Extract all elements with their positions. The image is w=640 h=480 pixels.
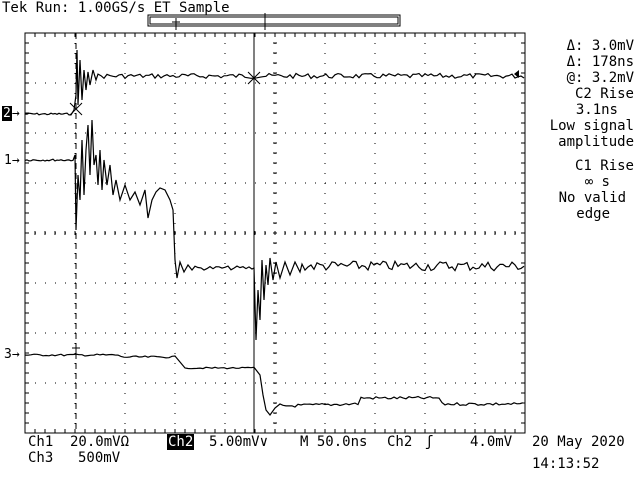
- ch3-label: Ch3: [28, 450, 54, 466]
- ch3-cursor-tick: [72, 345, 80, 356]
- ch2-label[interactable]: Ch2: [167, 434, 195, 450]
- c1-rise-value: ∞ s: [584, 174, 610, 190]
- time: 14:13:52: [532, 456, 600, 472]
- cursor-lines: [69, 33, 519, 433]
- c1-rise-title: C1 Rise: [574, 158, 634, 174]
- arrow-right-icon: →: [11, 347, 20, 362]
- acquisition-status: Tek Run: 1.00GS/s ET Sample: [2, 0, 230, 16]
- trigger-source: Ch2: [387, 434, 413, 450]
- ch1-waveform: [24, 119, 525, 341]
- c2-rise-note-line2: amplitude: [558, 134, 634, 150]
- trigger-slope-icon: ʃ: [425, 434, 434, 450]
- ch1-label: Ch1: [28, 434, 54, 450]
- waveform-traces: [24, 49, 525, 416]
- trigger-point-marker: [172, 18, 180, 30]
- date: 20 May 2020: [532, 434, 625, 450]
- c2-rise-title: C2 Rise: [574, 86, 634, 102]
- ch1-marker-label: 1: [4, 153, 12, 168]
- c2-rise-note-line1: Low signal: [549, 118, 634, 134]
- trigger-level-arrow-icon: [514, 70, 519, 78]
- trigger-level: 4.0mV: [470, 434, 513, 450]
- cursor-at-voltage: @: 3.2mV: [566, 70, 634, 86]
- ch2-marker-label: 2: [2, 106, 12, 121]
- record-view-window: [149, 16, 399, 25]
- cursor-delta-voltage: Δ: 3.0mV: [566, 38, 634, 54]
- c2-rise-value: 3.1ns: [575, 102, 618, 118]
- timebase: M 50.0ns: [300, 434, 368, 450]
- c1-rise-note-line2: edge: [576, 206, 610, 222]
- arrow-right-icon: →: [11, 153, 20, 168]
- ch1-scale: 20.0mVΩ: [70, 434, 130, 450]
- ch1-ground-marker[interactable]: 1→: [4, 154, 20, 168]
- ch3-marker-label: 3: [4, 347, 12, 362]
- ch3-ground-marker[interactable]: 3→: [4, 348, 20, 362]
- cursor-1-cross: [69, 102, 83, 116]
- trigger-position-bracket: [147, 13, 401, 30]
- ch3-waveform: [24, 353, 524, 416]
- graticule: [24, 32, 526, 434]
- record-view-bracket: [147, 14, 401, 27]
- arrow-right-icon: →: [11, 106, 20, 121]
- cursor-delta-time: Δ: 178ns: [566, 54, 634, 70]
- cursor-2-cross: [247, 71, 261, 85]
- ch2-waveform: [24, 49, 525, 116]
- c1-rise-note-line1: No valid: [558, 190, 626, 206]
- ch3-scale: 500mV: [78, 450, 121, 466]
- ch2-scale: 5.00mV∨: [209, 434, 269, 450]
- ch2-ground-marker[interactable]: 2→: [2, 106, 20, 121]
